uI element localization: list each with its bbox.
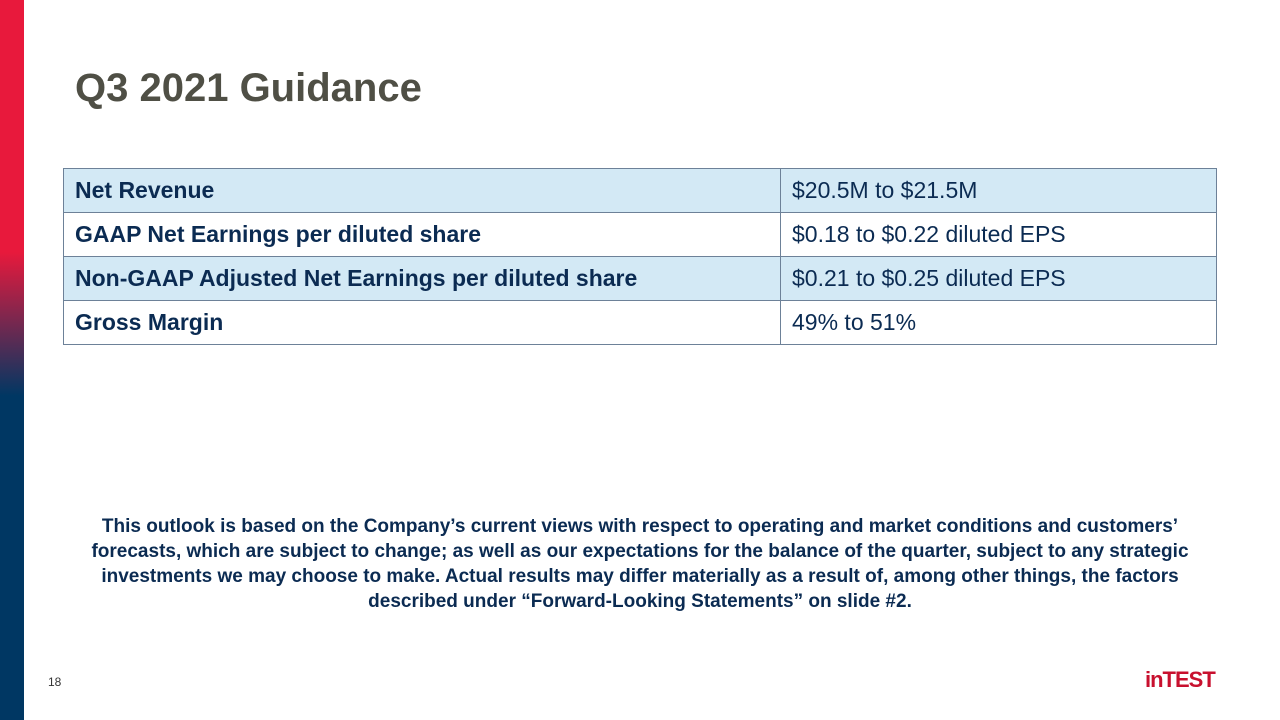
table-row: Net Revenue $20.5M to $21.5M: [63, 168, 1217, 213]
table-row: GAAP Net Earnings per diluted share $0.18…: [63, 212, 1217, 257]
value-cell: $0.18 to $0.22 diluted EPS: [780, 212, 1217, 257]
table-row: Non-GAAP Adjusted Net Earnings per dilut…: [63, 256, 1217, 301]
label-cell: GAAP Net Earnings per diluted share: [63, 212, 781, 257]
label-cell: Non-GAAP Adjusted Net Earnings per dilut…: [63, 256, 781, 301]
value-cell: 49% to 51%: [780, 300, 1217, 345]
guidance-table: Net Revenue $20.5M to $21.5M GAAP Net Earn…: [63, 168, 1217, 345]
footnote: This outlook is based on the Company’s c…: [91, 516, 1189, 612]
table-row: Gross Margin 49% to 51%: [63, 300, 1217, 345]
logo: inTEST: [1145, 667, 1216, 692]
title: Q3 2021 Guidance: [75, 66, 422, 110]
value-cell: $0.21 to $0.25 diluted EPS: [780, 256, 1217, 301]
label-cell: Gross Margin: [63, 300, 781, 345]
side-bar: [0, 0, 24, 720]
label-cell: Net Revenue: [63, 168, 781, 213]
page-number: 18: [48, 675, 62, 689]
value-cell: $20.5M to $21.5M: [780, 168, 1217, 213]
